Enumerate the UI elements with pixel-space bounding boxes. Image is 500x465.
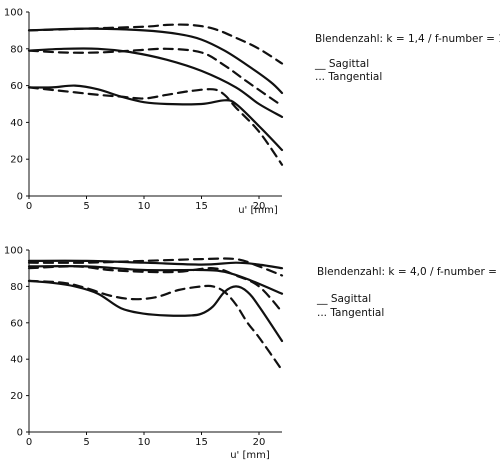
x-tick-label: 10 <box>138 201 151 212</box>
tangential-series-line <box>27 265 284 313</box>
sagittal-series-line <box>27 47 284 118</box>
y-tick-label: 60 <box>10 81 23 92</box>
chart-2: 0 20 40 60 80 100 0 5 10 15 20 u' [mm] Blendenzahl: … <box>4 246 500 462</box>
legend-tangential: ... Tangential <box>315 71 382 83</box>
sagittal-series-line <box>27 27 284 95</box>
y-tick-label: 80 <box>10 44 23 55</box>
tangential-series-line <box>27 257 284 277</box>
sagittal-series-line <box>27 279 284 343</box>
x-tick-label: 20 <box>253 437 266 448</box>
tangential-series-line <box>27 23 284 65</box>
x-tick-label: 5 <box>83 201 89 212</box>
y-tick-label: 60 <box>10 318 23 329</box>
y-tick-label: 0 <box>17 428 23 439</box>
y-tick-label: 20 <box>10 391 23 402</box>
y-tick-label: 100 <box>4 246 23 257</box>
x-axis-label: u' [mm] <box>230 450 270 461</box>
chart-title: Blendenzahl: k = 1,4 / f-number = 1.4 <box>315 33 500 45</box>
legend-tangential: ... Tangential <box>317 307 384 319</box>
x-tick-label: 15 <box>195 437 208 448</box>
sagittal-series-line <box>27 84 284 152</box>
x-tick-label: 0 <box>26 437 32 448</box>
y-tick-label: 40 <box>10 355 23 366</box>
x-axis-label: u' [mm] <box>238 205 278 216</box>
x-tick-label: 20 <box>253 201 266 212</box>
tangential-series-line <box>27 279 284 372</box>
x-tick-label: 5 <box>83 437 89 448</box>
y-tick-label: 100 <box>4 8 23 19</box>
y-tick-label: 0 <box>17 192 23 203</box>
sagittal-series-line <box>27 265 284 295</box>
x-tick-label: 10 <box>138 437 151 448</box>
x-tick-label: 15 <box>195 201 208 212</box>
chart-title: Blendenzahl: k = 4,0 / f-number = 4.0 <box>317 266 500 278</box>
sagittal-series-line <box>27 259 284 270</box>
y-tick-label: 20 <box>10 155 23 166</box>
legend-sagittal: __ Sagittal <box>316 293 371 305</box>
tangential-series-line <box>27 47 284 107</box>
y-tick-label: 80 <box>10 282 23 293</box>
x-tick-label: 0 <box>26 201 32 212</box>
y-tick-label: 40 <box>10 118 23 129</box>
tangential-series-line <box>27 86 284 166</box>
legend-sagittal: __ Sagittal <box>314 58 369 70</box>
